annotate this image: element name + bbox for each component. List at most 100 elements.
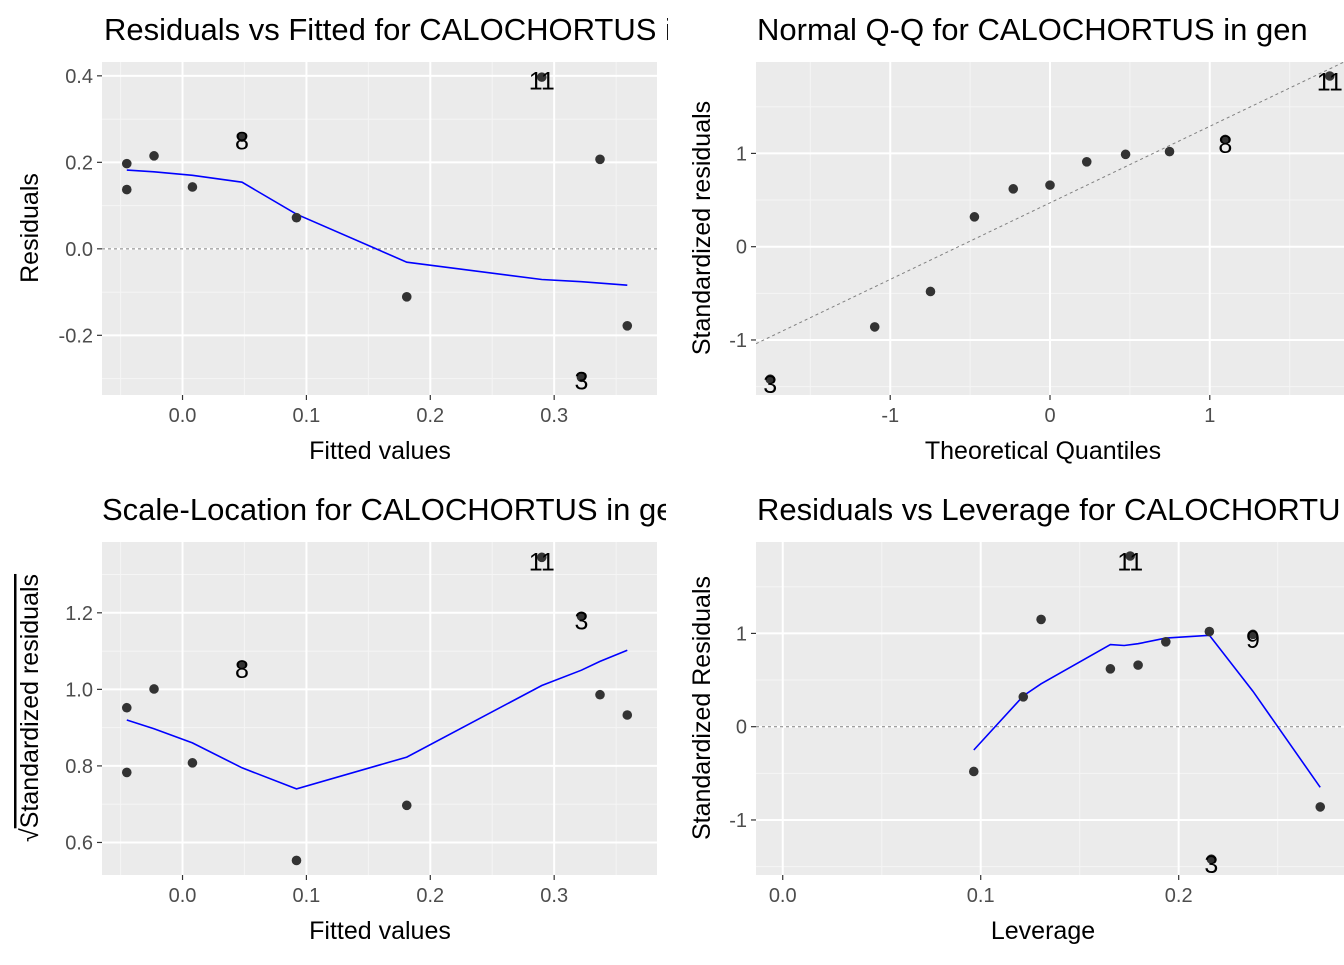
chart-panel-4: 11 9 3 0.0 0.1 0.2 -1 0 1 Residuals vs Leverage f… — [688, 492, 1344, 945]
y-tick-label: 0.6 — [65, 832, 93, 854]
x-tick-label: 0.2 — [416, 405, 444, 427]
x-tick-label: -1 — [881, 405, 899, 427]
data-point — [121, 158, 132, 169]
x-tick-label: 0.0 — [169, 405, 197, 427]
y-tick-label: -0.2 — [59, 325, 93, 347]
plot-area: 11 3 8 — [121, 549, 633, 866]
data-point — [1220, 134, 1231, 145]
data-point — [1018, 692, 1029, 702]
grid-lines — [102, 62, 657, 395]
data-point — [1204, 626, 1215, 637]
point-label: 8 — [235, 656, 249, 684]
point-label: 11 — [529, 68, 555, 96]
data-point — [595, 689, 605, 700]
x-tick-label: 0 — [1044, 405, 1055, 427]
reference-line — [756, 62, 1344, 345]
panel-background — [756, 542, 1344, 875]
data-point — [237, 660, 247, 670]
chart-title: Residuals vs Fitted for CALOCHORTUS in g… — [104, 12, 750, 47]
x-axis-label: Theoretical Quantiles — [925, 437, 1161, 465]
data-point — [401, 292, 412, 302]
point-label: 3 — [1204, 851, 1218, 879]
y-axis-label: Standardized Residuals — [688, 576, 716, 840]
y-tick-label: -1 — [729, 810, 747, 832]
plot-area: 11 9 3 — [756, 549, 1344, 879]
y-tick-label: 1.0 — [65, 679, 93, 701]
data-point — [401, 800, 412, 811]
data-point — [291, 855, 302, 866]
y-tick-label: 0.4 — [65, 66, 93, 88]
y-tick-label: 1.2 — [65, 603, 93, 625]
x-tick-label: 0.1 — [293, 405, 321, 427]
plot-area: 11 8 3 — [102, 68, 657, 396]
point-label: 9 — [1246, 626, 1260, 654]
y-tick-label: 0.8 — [65, 756, 93, 778]
data-point — [622, 710, 633, 720]
panel-background — [102, 542, 657, 875]
point-label: 11 — [529, 549, 555, 577]
y-axis-label-text: Standardized residuals — [16, 574, 44, 828]
grid-lines — [756, 62, 1344, 395]
data-point — [1161, 637, 1171, 647]
data-point — [121, 767, 132, 778]
x-tick-label: 1 — [1204, 405, 1215, 427]
x-tick-label: 0.1 — [967, 885, 995, 907]
chart-panel-3: 11 3 8 0.0 0.1 0.2 0.3 0.6 0.8 1.0 1.2 Scale-Locati… — [16, 492, 691, 945]
chart-panel-1: 11 8 3 0.0 0.1 0.2 0.3 -0.2 0.0 0.2 0.4 Residuals v… — [16, 12, 750, 465]
data-point — [622, 321, 633, 331]
data-point — [291, 212, 302, 223]
point-label: 3 — [574, 607, 588, 635]
data-point — [1045, 180, 1055, 190]
data-point — [576, 611, 587, 622]
y-tick-label: 0.0 — [65, 239, 93, 261]
smooth-line — [973, 634, 1321, 788]
x-tick-label: 0.3 — [540, 405, 568, 427]
point-label: 3 — [574, 368, 588, 396]
smooth-line — [126, 649, 628, 790]
y-axis-label: Residuals — [16, 173, 44, 283]
data-point — [536, 552, 547, 563]
x-tick-label: 0.0 — [169, 885, 197, 907]
data-point — [1120, 149, 1131, 160]
chart-title: Scale-Location for CALOCHORTUS in gen — [102, 492, 691, 527]
data-point — [1105, 664, 1116, 674]
data-point — [149, 684, 159, 694]
chart-title: Residuals vs Leverage for CALOCHORTUS in… — [757, 492, 1344, 527]
data-point — [765, 374, 776, 384]
y-tick-label: 1 — [736, 143, 747, 165]
x-axis-label: Leverage — [991, 917, 1095, 945]
data-point — [1133, 660, 1143, 670]
data-point — [1081, 157, 1092, 167]
point-label: 3 — [763, 371, 777, 399]
grid-lines — [102, 542, 657, 875]
data-point — [1164, 146, 1175, 157]
data-point — [869, 322, 880, 332]
sqrt-symbol: √ — [16, 828, 44, 842]
data-point — [969, 212, 980, 222]
x-axis-label: Fitted values — [309, 437, 451, 465]
data-point — [1206, 854, 1217, 864]
y-tick-label: 0.2 — [65, 152, 93, 174]
x-tick-label: 0.3 — [540, 885, 568, 907]
plot-area: 11 8 3 — [756, 62, 1344, 399]
y-tick-label: 0 — [736, 237, 747, 259]
x-tick-label: 0.2 — [416, 885, 444, 907]
data-point — [536, 72, 547, 82]
data-point — [149, 151, 159, 161]
data-point — [1248, 629, 1258, 640]
point-label: 8 — [1218, 131, 1232, 159]
data-point — [1008, 184, 1019, 194]
chart-panel-2: 11 8 3 -1 0 1 -1 0 1 Normal Q-Q for CALOCHORTUS i… — [688, 12, 1344, 465]
data-point — [187, 758, 198, 768]
data-point — [576, 372, 587, 383]
data-point — [1125, 551, 1135, 561]
data-point — [1315, 802, 1326, 812]
data-point — [237, 132, 247, 143]
data-point — [1036, 614, 1046, 625]
data-point — [595, 154, 605, 165]
x-tick-label: 0.1 — [293, 885, 321, 907]
data-point — [187, 182, 198, 192]
y-tick-label: 0 — [736, 717, 747, 739]
